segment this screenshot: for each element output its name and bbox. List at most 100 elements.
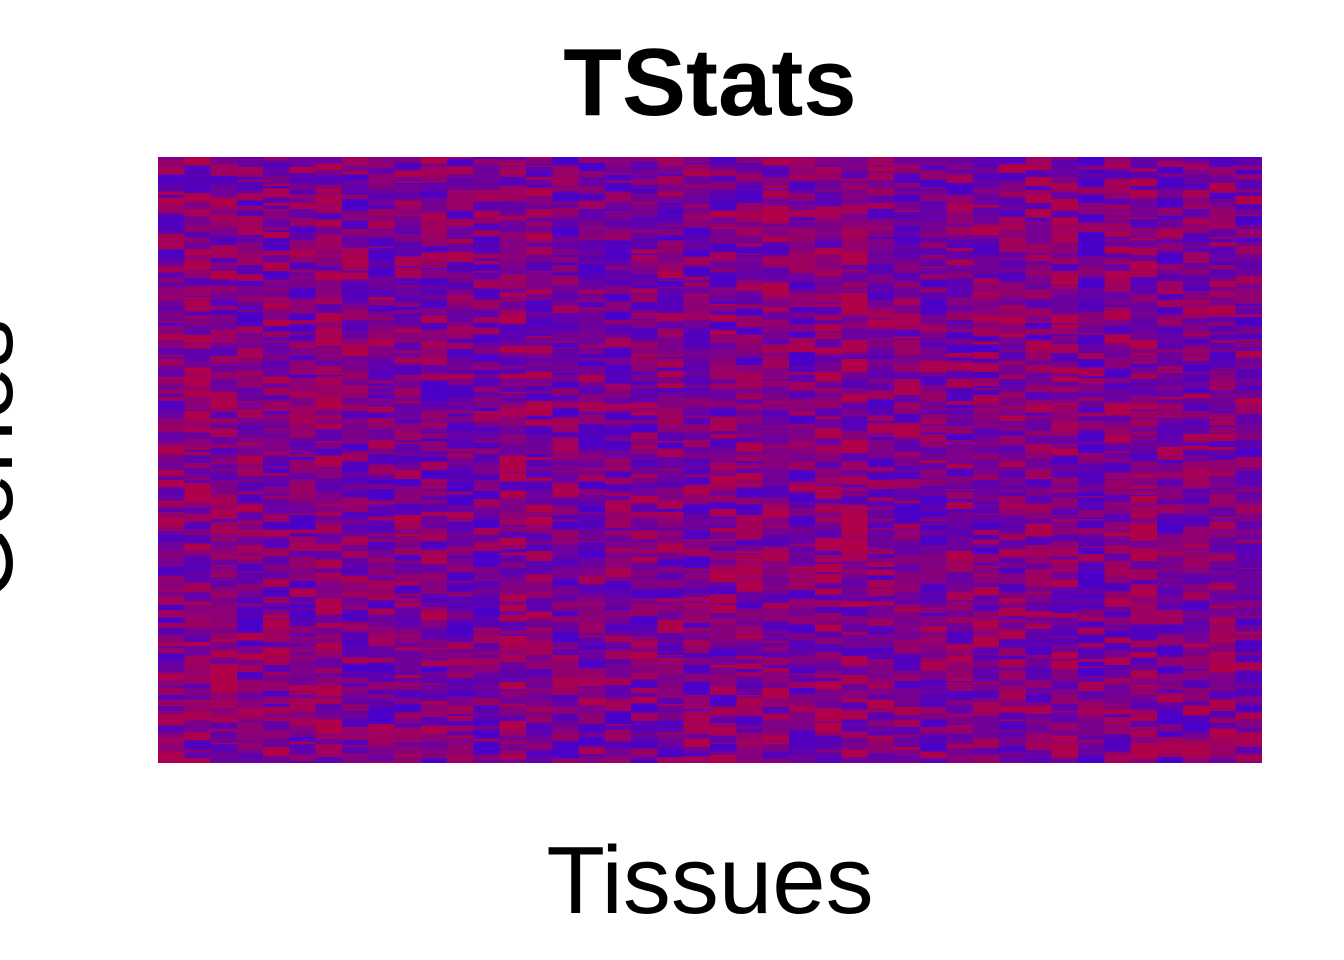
heatmap-cell [894, 630, 921, 640]
heatmap-cell [1209, 425, 1237, 428]
heatmap-cell [394, 594, 422, 597]
heatmap-cell [289, 493, 317, 500]
heatmap-cell [604, 330, 632, 338]
heatmap-cell [894, 674, 921, 682]
heatmap-cell [762, 344, 790, 354]
heatmap-cell [526, 289, 553, 295]
heatmap-cell [394, 493, 422, 496]
heatmap-cell [236, 721, 264, 723]
heatmap-cell [552, 699, 580, 708]
heatmap-cell [762, 552, 790, 562]
heatmap-cell [447, 724, 475, 726]
heatmap-cell [946, 331, 974, 340]
heatmap-cell [289, 194, 317, 198]
heatmap-cell [342, 384, 369, 395]
heatmap-cell [894, 236, 921, 246]
heatmap-cell [368, 504, 396, 514]
heatmap-cell [289, 478, 317, 483]
heatmap-cell [394, 400, 422, 405]
heatmap-cell [867, 630, 895, 635]
heatmap-cell [710, 431, 737, 435]
heatmap-cell [526, 451, 553, 455]
heatmap-cell [499, 568, 527, 576]
heatmap-cell [1130, 409, 1158, 412]
heatmap-cell [736, 591, 764, 594]
heatmap-cell [788, 399, 816, 409]
heatmap-cell [657, 279, 685, 282]
heatmap-cell [657, 640, 685, 643]
heatmap-cell [1209, 650, 1237, 653]
heatmap-cell [762, 517, 790, 524]
heatmap-cell [736, 289, 764, 292]
heatmap-cell [158, 393, 185, 397]
heatmap-cell [1104, 513, 1132, 523]
heatmap-cell [342, 320, 369, 327]
heatmap-cell [999, 563, 1027, 569]
heatmap-cell [1078, 703, 1105, 709]
heatmap-cell [158, 256, 185, 262]
heatmap-cell [210, 650, 238, 659]
heatmap-cell [683, 711, 711, 715]
heatmap-cell [289, 157, 317, 159]
heatmap-cell [289, 167, 317, 174]
heatmap-cell [263, 640, 291, 643]
heatmap-cell [158, 282, 185, 288]
heatmap-cell [499, 748, 527, 751]
heatmap-cell [368, 484, 396, 490]
heatmap-cell [657, 509, 685, 511]
heatmap-cell [184, 742, 212, 748]
heatmap-cell [315, 480, 343, 483]
heatmap-cell [526, 393, 553, 402]
heatmap-cell [788, 410, 816, 416]
heatmap-cell [999, 308, 1027, 318]
heatmap-cell [999, 507, 1027, 516]
heatmap-cell [999, 461, 1027, 468]
heatmap-cell [473, 258, 501, 262]
heatmap-cell [342, 511, 369, 520]
heatmap-cell [999, 758, 1027, 762]
heatmap-cell [289, 442, 317, 446]
heatmap-cell [1156, 462, 1184, 472]
heatmap-cell [631, 233, 659, 237]
heatmap-cell [1209, 198, 1237, 207]
heatmap-cell [736, 364, 764, 373]
heatmap-cell [972, 351, 1000, 360]
heatmap-cell [499, 690, 527, 698]
heatmap-cell [315, 533, 343, 539]
heatmap-cell [1130, 367, 1158, 374]
heatmap-cell [710, 314, 737, 322]
heatmap-cell [578, 643, 606, 646]
heatmap-cell [1130, 185, 1158, 190]
heatmap-cell [1183, 249, 1211, 253]
heatmap-cell [736, 656, 764, 660]
heatmap-cell [473, 441, 501, 444]
heatmap-cell [1130, 434, 1158, 438]
heatmap-cell [473, 236, 501, 243]
heatmap-cell [394, 383, 422, 389]
heatmap-cell [788, 282, 816, 289]
heatmap-cell [289, 203, 317, 210]
heatmap-cell [894, 535, 921, 537]
heatmap-cell [736, 343, 764, 353]
heatmap-cell [736, 601, 764, 610]
heatmap-cell [420, 252, 448, 260]
heatmap-cell [289, 377, 317, 387]
heatmap-cell [184, 318, 212, 327]
heatmap-cell [210, 371, 238, 380]
heatmap-cell [894, 201, 921, 211]
heatmap-cell [158, 266, 185, 270]
heatmap-cell [999, 281, 1027, 283]
heatmap-cell [263, 219, 291, 221]
heatmap-cell [710, 438, 737, 442]
heatmap-cell [526, 262, 553, 272]
heatmap-cell [1051, 548, 1079, 558]
heatmap-cell [710, 343, 737, 350]
heatmap-cell [736, 193, 764, 203]
heatmap-cell [289, 406, 317, 416]
heatmap-cell [578, 474, 606, 483]
heatmap-cell [1209, 281, 1237, 288]
heatmap-cell [1078, 533, 1105, 539]
heatmap-cell [683, 458, 711, 464]
heatmap-cell [710, 334, 737, 344]
heatmap-cell [315, 191, 343, 197]
